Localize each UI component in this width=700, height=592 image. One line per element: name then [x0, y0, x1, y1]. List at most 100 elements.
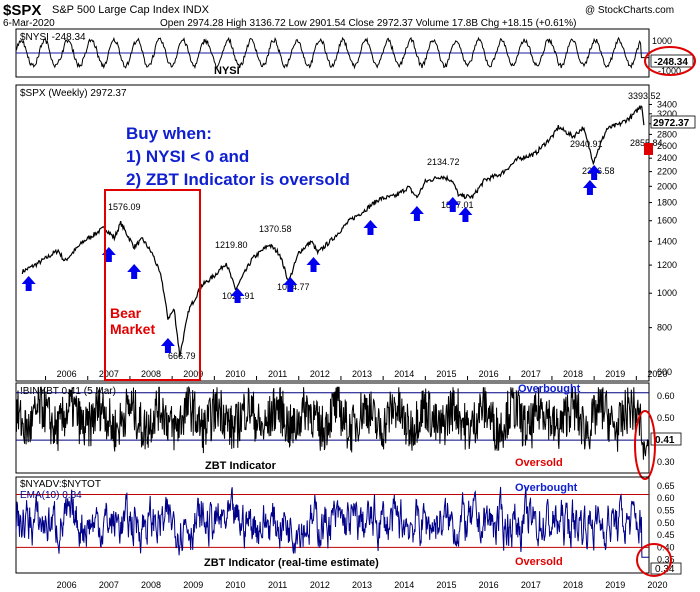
spx-y-tick-label: 2800	[657, 129, 677, 139]
zbt-legend: !BINYBT 0.41 (5 Mar)	[20, 386, 116, 397]
buy-signal-arrow	[409, 206, 424, 221]
bottom-x-tick-label: 2007	[99, 580, 119, 590]
buy-rule-1: 1) NYSI < 0 and	[126, 147, 249, 166]
spx-legend: $SPX (Weekly) 2972.37	[20, 88, 127, 99]
spx-y-tick-label: 1000	[657, 288, 677, 298]
buy-signal-arrow	[363, 220, 378, 235]
zbt-label: ZBT Indicator	[205, 460, 277, 472]
ema-y-tick-label: 0.45	[657, 530, 675, 540]
ema-y-tick-label: 0.65	[657, 481, 675, 491]
ema-legend: $NYADV:$NYTOT	[20, 479, 101, 490]
bottom-x-tick-label: 2009	[183, 580, 203, 590]
buy-signal-arrow	[283, 277, 298, 292]
spx-x-tick-label: 2007	[99, 369, 119, 379]
bottom-x-tick-label: 2019	[605, 580, 625, 590]
nysi-tick-neg1000: -1000	[658, 66, 681, 76]
spx-series	[21, 104, 645, 357]
spx-y-tick-label: 2000	[657, 181, 677, 191]
spx-y-tick-label: 2600	[657, 141, 677, 151]
ema-overbought-label: Overbought	[515, 482, 578, 494]
ema-highlight-circle	[636, 543, 672, 577]
ema-oversold-label: Oversold	[515, 556, 563, 568]
bottom-x-tick-label: 2013	[352, 580, 372, 590]
nysi-tick-1000: 1000	[652, 36, 672, 46]
index-name: S&P 500 Large Cap Index INDX	[52, 4, 210, 16]
buy-signal-arrow	[458, 207, 473, 222]
bottom-x-tick-label: 2012	[310, 580, 330, 590]
copyright: @ StockCharts.com	[585, 5, 674, 16]
bottom-x-tick-label: 2016	[479, 580, 499, 590]
spx-x-tick-label: 2015	[436, 369, 456, 379]
buy-rule-title: Buy when:	[126, 124, 212, 143]
nysi-last-value: -248.34	[654, 57, 688, 68]
nysi-highlight-circle	[644, 46, 696, 76]
buy-rule-2: 2) ZBT Indicator is oversold	[126, 170, 350, 189]
zbt-oversold-label: Oversold	[515, 457, 563, 469]
bottom-x-tick-label: 2018	[563, 580, 583, 590]
bottom-x-tick-label: 2020	[647, 580, 667, 590]
spx-x-tick-label: 2018	[563, 369, 583, 379]
bottom-x-tick-label: 2008	[141, 580, 161, 590]
chart-date: 6-Mar-2020	[3, 18, 55, 29]
spx-y-tick-label: 3200	[657, 109, 677, 119]
ema-y-tick-label: 0.60	[657, 493, 675, 503]
spx-y-tick-label: 3400	[657, 99, 677, 109]
quote-line: Open 2974.28 High 3136.72 Low 2901.54 Cl…	[160, 18, 576, 29]
buy-signal-arrow	[101, 247, 116, 262]
spx-y-tick-label: 2400	[657, 153, 677, 163]
bear-market-box	[104, 189, 201, 381]
zbt-last-box	[650, 432, 682, 446]
buy-signal-arrow	[445, 197, 460, 212]
spx-y-tick-label: 800	[657, 323, 672, 333]
spx-last-box	[650, 115, 696, 129]
bear-label-line2: Market	[110, 321, 155, 337]
spx-y-tick-label: 1800	[657, 198, 677, 208]
ema-last-value: 0.34	[655, 564, 675, 575]
spx-x-tick-label: 2013	[352, 369, 372, 379]
zbt-y-tick-label: 0.60	[657, 391, 675, 401]
nysi-label: NYSI	[214, 65, 240, 77]
spx-price-label: 666.79	[168, 351, 196, 361]
ema-label: ZBT Indicator (real-time estimate)	[204, 557, 379, 569]
zbt-last-value: 0.41	[655, 435, 675, 446]
spx-x-tick-label: 2012	[310, 369, 330, 379]
spx-x-tick-label: 2010	[225, 369, 245, 379]
bear-label-line1: Bear	[110, 305, 142, 321]
zbt-y-tick-label: 0.30	[657, 457, 675, 467]
bottom-x-tick-label: 2017	[521, 580, 541, 590]
spx-price-label: 1219.80	[215, 240, 248, 250]
buy-signal-arrow	[587, 165, 602, 180]
spx-x-tick-label: 2006	[57, 369, 77, 379]
buy-signal-arrow	[127, 264, 142, 279]
bottom-x-tick-label: 2011	[268, 580, 287, 590]
sell-signal-marker	[644, 143, 653, 155]
spx-y-tick-label: 600	[657, 367, 672, 377]
spx-price-label: 2940.91	[570, 139, 603, 149]
spx-last-value: 2972.37	[653, 118, 690, 129]
ema-y-tick-label: 0.50	[657, 518, 675, 528]
zbt-y-tick-label: 0.50	[657, 413, 675, 423]
symbol: $SPX	[3, 2, 41, 19]
bottom-x-tick-label: 2006	[57, 580, 77, 590]
bottom-x-tick-label: 2014	[394, 580, 414, 590]
zbt-overbought-label: Overbought	[518, 383, 581, 395]
nysi-last-box	[650, 54, 694, 68]
spx-panel	[15, 84, 650, 382]
zbt-series	[15, 385, 650, 460]
ema-y-tick-label: 0.55	[657, 506, 675, 516]
spx-x-tick-label: 2016	[479, 369, 499, 379]
spx-y-tick-label: 1600	[657, 216, 677, 226]
buy-signal-arrow	[230, 288, 245, 303]
zbt-highlight-circle	[634, 410, 656, 480]
ema-y-tick-label: 0.35	[657, 555, 675, 565]
spx-x-tick-label: 2011	[268, 369, 287, 379]
spx-x-tick-label: 2008	[141, 369, 161, 379]
spx-x-tick-label: 2020	[647, 369, 667, 379]
buy-signal-arrow	[160, 338, 175, 353]
ema-series	[15, 486, 649, 558]
buy-signal-arrow	[21, 276, 36, 291]
spx-price-label: 1370.58	[259, 224, 292, 234]
spx-x-tick-label: 2019	[605, 369, 625, 379]
spx-y-tick-label: 1400	[657, 236, 677, 246]
